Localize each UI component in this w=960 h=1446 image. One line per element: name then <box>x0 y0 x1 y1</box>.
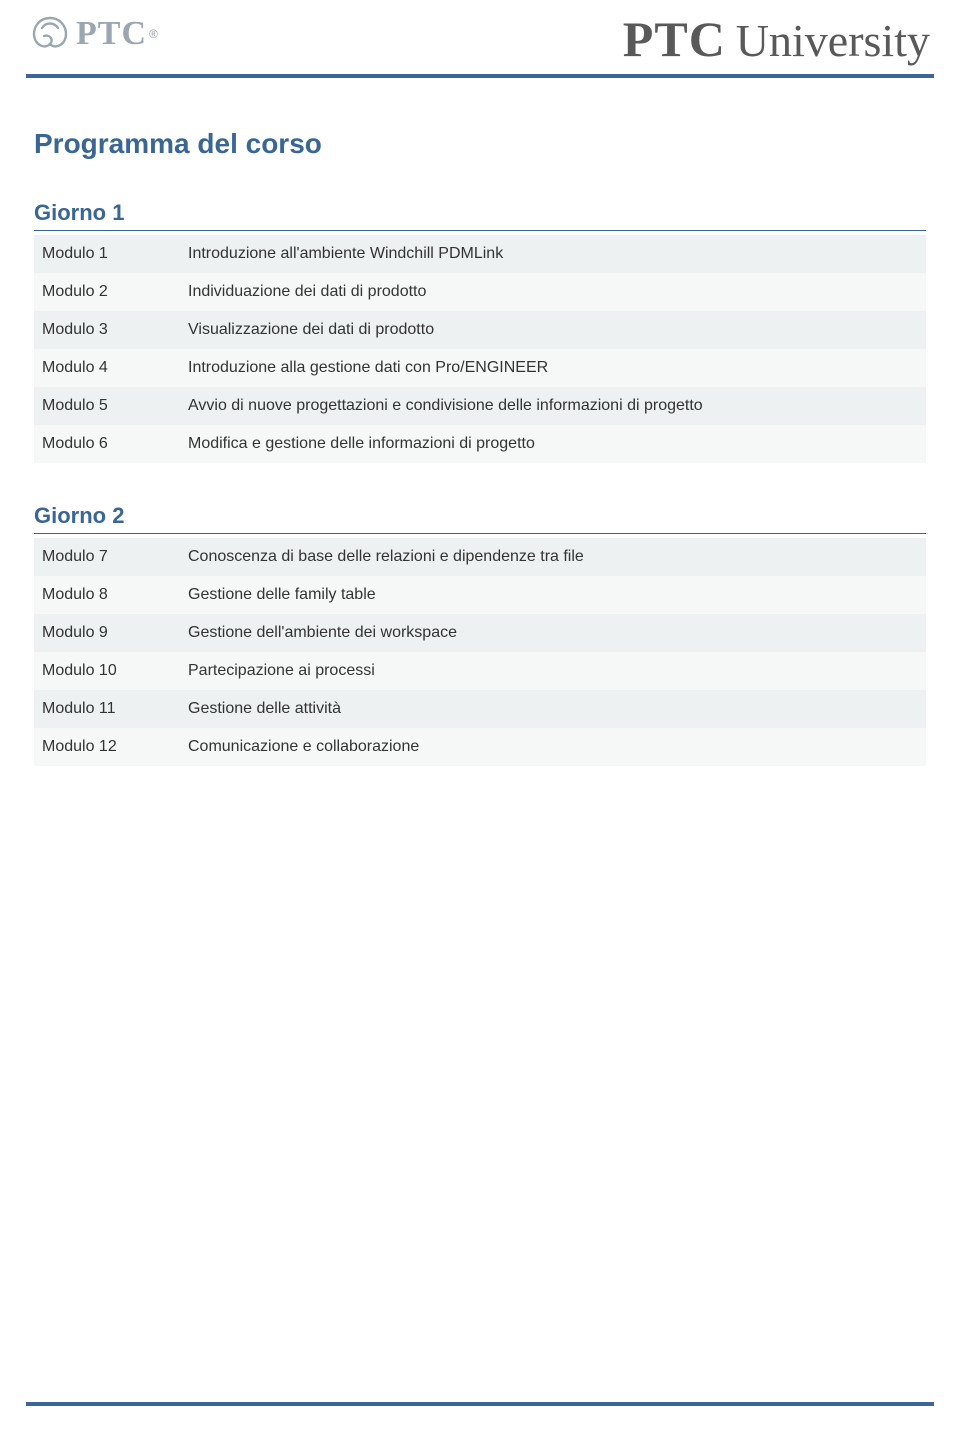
ptc-university-title: PTC University <box>623 10 930 68</box>
table-row: Modulo 1Introduzione all'ambiente Windch… <box>34 235 926 273</box>
table-row: Modulo 4Introduzione alla gestione dati … <box>34 349 926 387</box>
module-label: Modulo 11 <box>34 690 180 728</box>
day-title: Giorno 2 <box>34 503 926 534</box>
module-label: Modulo 3 <box>34 311 180 349</box>
module-label: Modulo 9 <box>34 614 180 652</box>
module-desc: Comunicazione e collaborazione <box>180 728 926 766</box>
table-row: Modulo 10Partecipazione ai processi <box>34 652 926 690</box>
header-accent-rule <box>26 74 934 78</box>
module-desc: Gestione dell'ambiente dei workspace <box>180 614 926 652</box>
module-desc: Modifica e gestione delle informazioni d… <box>180 425 926 463</box>
content: Programma del corso Giorno 1 Modulo 1Int… <box>0 78 960 766</box>
module-desc: Introduzione all'ambiente Windchill PDML… <box>180 235 926 273</box>
header: PTC® PTC University <box>0 0 960 78</box>
page: PTC® PTC University Programma del corso … <box>0 0 960 1446</box>
table-row: Modulo 8Gestione delle family table <box>34 576 926 614</box>
module-label: Modulo 8 <box>34 576 180 614</box>
module-desc: Gestione delle family table <box>180 576 926 614</box>
table-row: Modulo 5Avvio di nuove progettazioni e c… <box>34 387 926 425</box>
module-desc: Visualizzazione dei dati di prodotto <box>180 311 926 349</box>
table-row: Modulo 9Gestione dell'ambiente dei works… <box>34 614 926 652</box>
table-row: Modulo 3Visualizzazione dei dati di prod… <box>34 311 926 349</box>
ptc-logo: PTC® <box>30 14 158 54</box>
module-desc: Conoscenza di base delle relazioni e dip… <box>180 538 926 576</box>
ptc-logo-text: PTC <box>76 15 147 53</box>
footer-accent-rule <box>26 1402 934 1406</box>
module-label: Modulo 4 <box>34 349 180 387</box>
ptc-university-word: University <box>736 14 930 67</box>
modules-table-day1: Modulo 1Introduzione all'ambiente Windch… <box>34 235 926 463</box>
table-row: Modulo 6Modifica e gestione delle inform… <box>34 425 926 463</box>
ptc-swirl-icon <box>30 14 70 54</box>
page-title: Programma del corso <box>34 128 926 160</box>
module-desc: Avvio di nuove progettazioni e condivisi… <box>180 387 926 425</box>
module-label: Modulo 2 <box>34 273 180 311</box>
module-desc: Individuazione dei dati di prodotto <box>180 273 926 311</box>
module-desc: Gestione delle attività <box>180 690 926 728</box>
table-row: Modulo 2Individuazione dei dati di prodo… <box>34 273 926 311</box>
module-label: Modulo 1 <box>34 235 180 273</box>
module-label: Modulo 7 <box>34 538 180 576</box>
module-label: Modulo 10 <box>34 652 180 690</box>
table-row: Modulo 7Conoscenza di base delle relazio… <box>34 538 926 576</box>
modules-table-day2: Modulo 7Conoscenza di base delle relazio… <box>34 538 926 766</box>
ptc-university-big: PTC <box>623 10 726 68</box>
registered-mark: ® <box>149 27 158 41</box>
module-desc: Introduzione alla gestione dati con Pro/… <box>180 349 926 387</box>
table-row: Modulo 11Gestione delle attività <box>34 690 926 728</box>
module-label: Modulo 5 <box>34 387 180 425</box>
module-desc: Partecipazione ai processi <box>180 652 926 690</box>
module-label: Modulo 12 <box>34 728 180 766</box>
module-label: Modulo 6 <box>34 425 180 463</box>
day-title: Giorno 1 <box>34 200 926 231</box>
table-row: Modulo 12Comunicazione e collaborazione <box>34 728 926 766</box>
